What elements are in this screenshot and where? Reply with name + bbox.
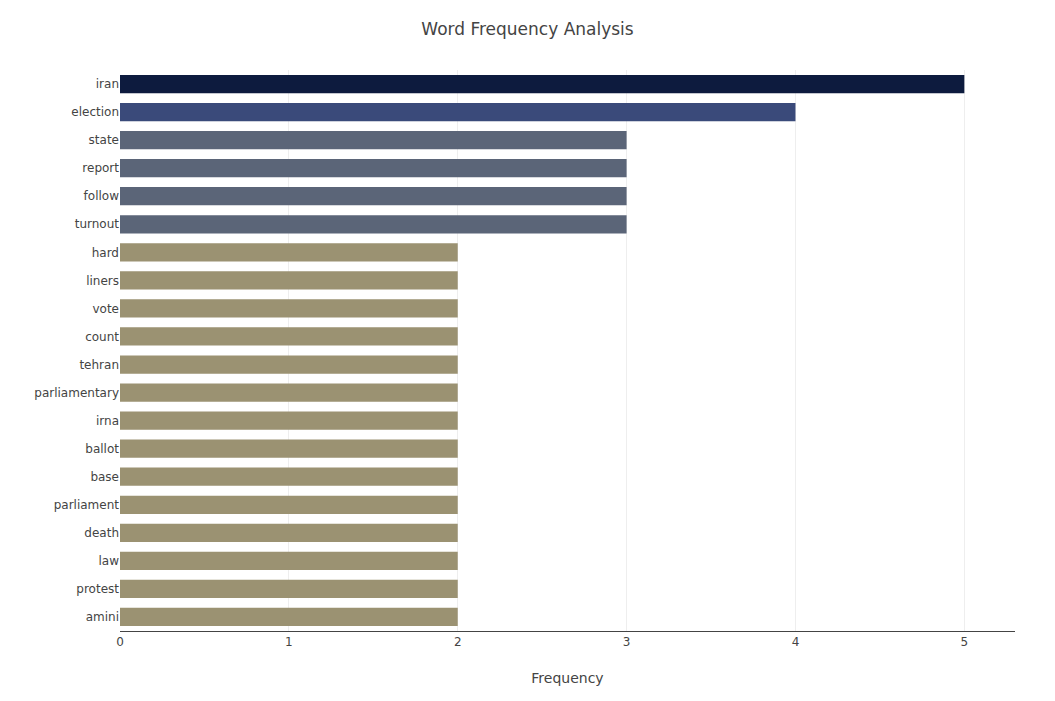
svg-text:report: report bbox=[82, 161, 119, 175]
svg-text:count: count bbox=[85, 330, 119, 344]
svg-text:protest: protest bbox=[76, 582, 119, 596]
svg-text:follow: follow bbox=[84, 189, 120, 203]
svg-text:iran: iran bbox=[96, 77, 119, 91]
svg-text:irna: irna bbox=[96, 414, 119, 428]
svg-text:parliamentary: parliamentary bbox=[34, 386, 119, 400]
svg-text:tehran: tehran bbox=[79, 358, 119, 372]
svg-text:3: 3 bbox=[623, 635, 631, 649]
svg-text:death: death bbox=[84, 526, 119, 540]
svg-text:0: 0 bbox=[116, 635, 124, 649]
svg-text:4: 4 bbox=[792, 635, 800, 649]
svg-text:5: 5 bbox=[961, 635, 969, 649]
svg-text:amini: amini bbox=[86, 610, 119, 624]
svg-text:2: 2 bbox=[454, 635, 462, 649]
svg-text:Word Frequency Analysis: Word Frequency Analysis bbox=[421, 19, 634, 39]
svg-text:hard: hard bbox=[92, 246, 119, 260]
svg-text:base: base bbox=[90, 470, 119, 484]
svg-text:state: state bbox=[89, 133, 119, 147]
svg-text:election: election bbox=[71, 105, 119, 119]
svg-text:ballot: ballot bbox=[85, 442, 119, 456]
svg-text:Frequency: Frequency bbox=[531, 670, 603, 686]
svg-text:liners: liners bbox=[86, 274, 119, 288]
svg-text:turnout: turnout bbox=[75, 217, 120, 231]
svg-text:law: law bbox=[98, 554, 119, 568]
svg-text:parliament: parliament bbox=[54, 498, 120, 512]
svg-text:vote: vote bbox=[92, 302, 119, 316]
svg-text:1: 1 bbox=[285, 635, 293, 649]
